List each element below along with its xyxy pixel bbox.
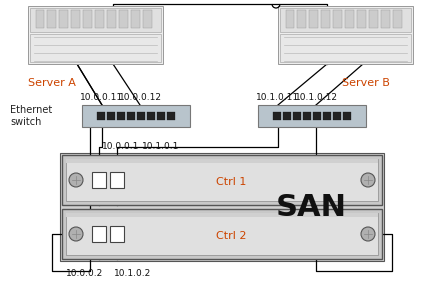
Bar xyxy=(59,10,68,28)
Bar xyxy=(313,112,321,120)
Bar xyxy=(127,112,135,120)
Bar xyxy=(142,10,151,28)
Circle shape xyxy=(361,173,375,187)
Text: 10.0.0.1: 10.0.0.1 xyxy=(102,142,139,151)
Bar xyxy=(277,6,413,64)
Bar xyxy=(343,112,351,120)
Bar xyxy=(303,112,311,120)
Bar xyxy=(66,159,378,163)
Text: 10.0.0.2: 10.0.0.2 xyxy=(66,269,103,278)
Bar xyxy=(392,10,401,28)
Text: Ethernet
switch: Ethernet switch xyxy=(10,105,52,127)
Text: 10.0.0.12: 10.0.0.12 xyxy=(119,93,161,102)
Text: 10.1.0.12: 10.1.0.12 xyxy=(294,93,337,102)
Bar xyxy=(92,226,106,242)
Text: Ctrl 2: Ctrl 2 xyxy=(215,231,246,241)
Text: Server A: Server A xyxy=(28,78,76,88)
Bar xyxy=(107,112,115,120)
Text: 10.0.0.11: 10.0.0.11 xyxy=(81,93,124,102)
Bar xyxy=(381,10,390,28)
Bar xyxy=(369,10,378,28)
Bar xyxy=(97,112,105,120)
Bar xyxy=(71,10,80,28)
Bar xyxy=(345,10,354,28)
Bar xyxy=(283,112,291,120)
Bar xyxy=(137,112,145,120)
Text: 10.1.0.2: 10.1.0.2 xyxy=(114,269,151,278)
Bar xyxy=(82,105,190,127)
Bar xyxy=(309,10,318,28)
Text: Server B: Server B xyxy=(342,78,390,88)
Bar xyxy=(333,112,341,120)
Bar xyxy=(35,10,44,28)
Bar xyxy=(119,10,128,28)
Bar xyxy=(107,10,116,28)
Bar xyxy=(110,226,124,242)
Bar xyxy=(66,159,378,201)
Bar xyxy=(62,209,382,259)
Text: SAN: SAN xyxy=(276,193,347,221)
Circle shape xyxy=(69,227,83,241)
Bar xyxy=(293,112,301,120)
Bar xyxy=(131,10,140,28)
Bar xyxy=(147,112,155,120)
Bar xyxy=(110,172,124,188)
Bar xyxy=(297,10,306,28)
Bar xyxy=(30,8,160,32)
Circle shape xyxy=(361,227,375,241)
Bar xyxy=(280,8,410,32)
Bar xyxy=(83,10,92,28)
Bar xyxy=(258,105,366,127)
Bar xyxy=(273,112,281,120)
Text: 10.1.0.1: 10.1.0.1 xyxy=(142,142,179,151)
Bar xyxy=(47,10,56,28)
Bar xyxy=(167,112,175,120)
Bar xyxy=(333,10,342,28)
Bar xyxy=(30,34,160,62)
Bar xyxy=(95,10,104,28)
Bar xyxy=(357,10,366,28)
Circle shape xyxy=(69,173,83,187)
Text: Ctrl 1: Ctrl 1 xyxy=(215,177,246,187)
Bar xyxy=(157,112,165,120)
Bar xyxy=(285,10,294,28)
Bar xyxy=(92,172,106,188)
Bar xyxy=(280,34,410,62)
Bar xyxy=(117,112,125,120)
Bar xyxy=(66,213,378,255)
Bar xyxy=(62,155,382,205)
Text: 10.1.0.11: 10.1.0.11 xyxy=(256,93,300,102)
Bar xyxy=(27,6,163,64)
Bar xyxy=(321,10,330,28)
Bar xyxy=(66,213,378,217)
Bar xyxy=(60,153,384,261)
Bar xyxy=(323,112,331,120)
